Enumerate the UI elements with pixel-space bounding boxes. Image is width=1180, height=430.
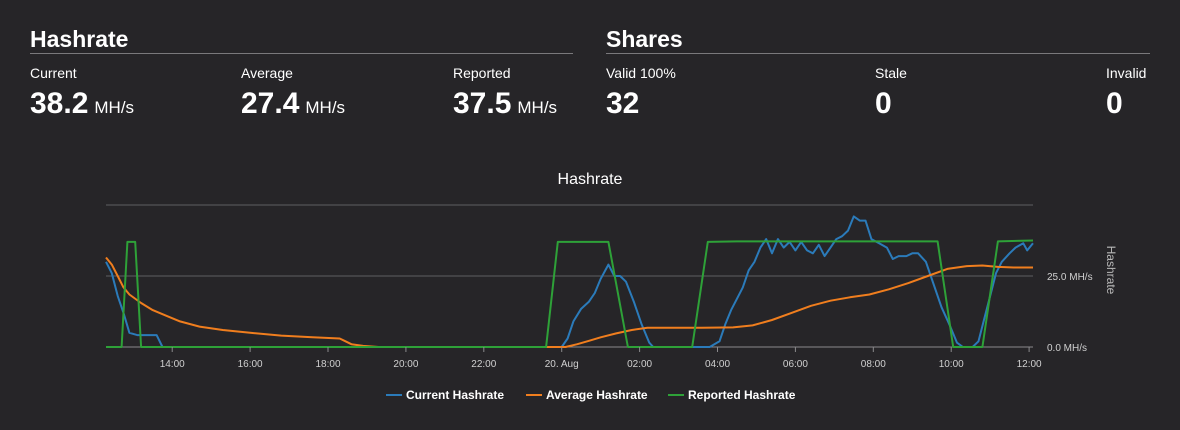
- legend-item-label[interactable]: Current Hashrate: [406, 388, 504, 402]
- shares-panel-title: Shares: [606, 26, 683, 52]
- stale-shares-value: 0: [875, 87, 892, 120]
- hashrate-chart: Hashrate 0.0 MH/s 25.0 MH/s 14:00 16:00 18:0…: [105, 171, 1118, 402]
- invalid-shares-stat: Invalid 0: [1106, 64, 1146, 126]
- x-tick-label: 10:00: [939, 359, 964, 370]
- stale-shares-label: Stale: [875, 65, 907, 81]
- valid-shares-label: Valid 100%: [606, 65, 676, 81]
- x-tick-label: 20. Aug: [545, 359, 579, 370]
- series-line-reported-hashrate: [106, 239, 1034, 348]
- series-line-current-hashrate: [105, 215, 1034, 348]
- invalid-shares-label: Invalid: [1106, 65, 1147, 81]
- y-axis-title: Hashrate: [1104, 246, 1118, 295]
- x-tick-label: 20:00: [393, 359, 418, 370]
- y-tick-label: 0.0 MH/s: [1047, 343, 1087, 354]
- reported-hashrate-unit: MH/s: [517, 98, 558, 117]
- average-hashrate-unit: MH/s: [305, 98, 346, 117]
- x-tick-label: 22:00: [471, 359, 496, 370]
- average-hashrate-value: 27.4: [241, 87, 300, 120]
- invalid-shares-value: 0: [1106, 87, 1123, 120]
- legend-item-label[interactable]: Average Hashrate: [546, 388, 648, 402]
- average-hashrate-stat: Average 27.4 MH/s: [241, 64, 345, 126]
- valid-shares-value: 32: [606, 87, 640, 120]
- x-tick-label: 16:00: [238, 359, 263, 370]
- y-tick-label: 25.0 MH/s: [1047, 272, 1093, 283]
- current-hashrate-label: Current: [30, 65, 77, 81]
- x-tick-label: 14:00: [160, 359, 185, 370]
- average-hashrate-label: Average: [241, 65, 293, 81]
- series-line-average-hashrate: [105, 256, 1033, 348]
- x-tick-label: 08:00: [861, 359, 886, 370]
- shares-panel: Shares Valid 100% 32 Stale 0 Invalid 0: [606, 24, 1150, 124]
- hashrate-panel: Hashrate Current 38.2 MH/s Average 27.4 MH…: [30, 24, 573, 124]
- x-tick-label: 12:00: [1017, 359, 1042, 370]
- current-hashrate-stat: Current 38.2 MH/s: [30, 64, 134, 126]
- reported-hashrate-value: 37.5: [453, 87, 512, 120]
- x-tick-label: 02:00: [627, 359, 652, 370]
- current-hashrate-unit: MH/s: [94, 98, 135, 117]
- legend-item-label[interactable]: Reported Hashrate: [688, 388, 796, 402]
- hashrate-panel-title: Hashrate: [30, 26, 129, 52]
- reported-hashrate-stat: Reported 37.5 MH/s: [453, 64, 557, 126]
- reported-hashrate-label: Reported: [453, 65, 511, 81]
- valid-shares-stat: Valid 100% 32: [606, 64, 676, 126]
- current-hashrate-value: 38.2: [30, 87, 89, 120]
- x-tick-label: 04:00: [705, 359, 730, 370]
- x-tick-label: 18:00: [315, 359, 340, 370]
- hashrate-divider: [30, 53, 573, 54]
- stale-shares-stat: Stale 0: [875, 64, 907, 126]
- shares-divider: [606, 53, 1150, 54]
- chart-legend: Current Hashrate Average Hashrate Reported…: [386, 388, 796, 402]
- x-tick-label: 06:00: [783, 359, 808, 370]
- chart-title: Hashrate: [558, 171, 623, 188]
